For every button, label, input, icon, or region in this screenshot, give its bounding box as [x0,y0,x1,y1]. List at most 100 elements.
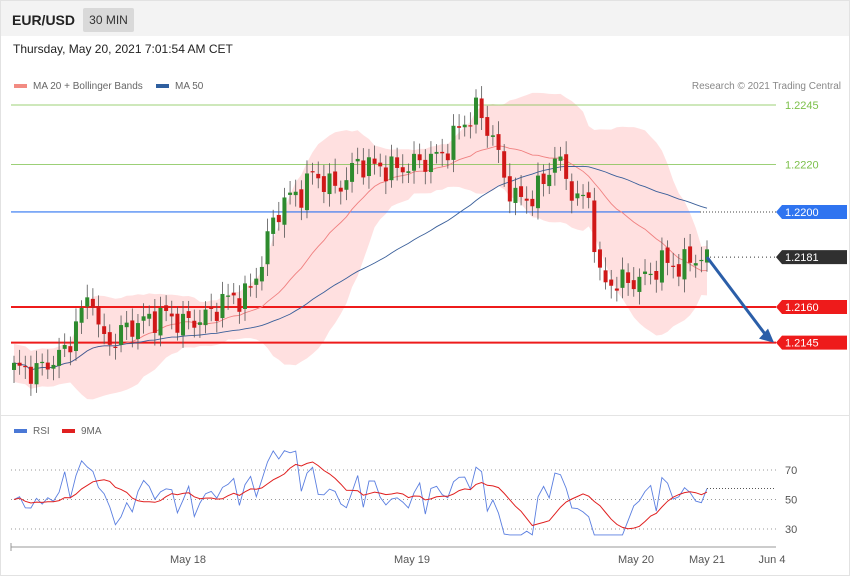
candle-body [597,249,602,268]
candle-body [564,154,569,179]
price-label-2: 1.2200 [785,207,819,219]
candle-body [490,135,495,137]
candle-body [423,159,428,172]
candle-body [648,273,653,276]
candle-body [507,176,512,202]
candle-body [90,298,95,308]
candle-body [45,362,50,370]
candle-body [203,309,208,326]
candle-body [513,187,518,203]
bollinger-band-area [14,92,707,400]
price-label-4: 1.2160 [785,302,819,314]
candle-body [141,316,146,321]
candle-body [51,364,56,369]
rsi-line [13,450,708,536]
candle-body [135,323,140,340]
candle-body [603,270,608,283]
candle-body [175,313,180,333]
candle-body [569,181,574,201]
candle-body [659,250,664,283]
candle-body [434,151,439,154]
candle-body [152,311,157,333]
ma20-swatch [14,84,27,89]
candle-body [276,214,281,223]
candle-body [17,362,22,366]
legend-ma50: MA 50 [156,81,203,92]
candle-body [271,217,276,234]
candle-body [259,266,264,282]
legend-ma20: MA 20 + Bollinger Bands [14,81,143,92]
candle-body [226,295,231,297]
candle-body [248,286,253,288]
price-tag-3 [776,250,847,265]
candle-body [197,322,202,325]
projection-arrow-head [759,328,774,343]
candle-body [164,305,169,311]
candle-body [496,134,501,150]
candle-body [389,156,394,181]
candle-body [299,189,304,208]
rsi-9ma-line [13,461,708,530]
candle-body [620,269,625,288]
candle-body [12,362,16,370]
candle-body [355,158,360,162]
candle-body [609,279,614,286]
candle-body [406,171,411,173]
candle-body [688,246,693,263]
candle-body [57,349,62,366]
candle-body [147,313,152,319]
candle-body [519,186,524,197]
x-tick-label-1: May 19 [394,554,430,566]
x-tick-label-2: May 20 [618,554,654,566]
candle-body [631,280,636,290]
candle-body [485,117,490,136]
candle-body [265,231,270,265]
candle-body [445,153,450,161]
candle-body [130,320,135,337]
candle-body [316,173,321,179]
candle-body [186,311,191,318]
timeframe-button[interactable]: 30 MIN [83,8,134,32]
candle-body [344,180,349,190]
price-label-5: 1.2145 [785,338,819,350]
candle-body [96,306,101,325]
price-tag-2 [776,204,847,219]
candle-body [243,283,247,309]
candle-body [535,175,540,209]
candle-body [361,160,366,178]
candle-body [637,276,642,292]
price-label-3: 1.2181 [785,252,819,264]
candle-body [626,272,631,283]
candle-body [214,311,219,321]
candle-body [192,320,197,328]
candle-body [581,194,586,197]
ma50-swatch [156,84,169,89]
candle-body [699,259,704,262]
candle-body [395,157,400,168]
candle-body [468,125,473,127]
candle-body [372,158,377,164]
candle-body [383,167,388,182]
candle-body [321,176,326,192]
ma50-line [13,165,708,371]
candle-body [338,187,343,192]
candle-body [28,366,33,384]
credit-text: Research © 2021 Trading Central [691,81,841,92]
candle-body [288,192,293,195]
candle-body [547,174,552,187]
rsi-tick-30: 30 [785,524,797,536]
candle-body [378,162,383,167]
candle-body [85,297,90,307]
candle-body [333,171,338,186]
candle-body [614,288,619,291]
candle-body [558,156,563,161]
candle-body [479,98,484,119]
rsi-tick-50: 50 [785,495,797,507]
candle-body [705,249,709,263]
candle-body [541,173,546,185]
legend-ma20-label: MA 20 + Bollinger Bands [33,81,143,92]
candle-body [231,292,236,296]
candle-body [73,321,78,352]
x-tick-label-4: Jun 4 [759,554,786,566]
